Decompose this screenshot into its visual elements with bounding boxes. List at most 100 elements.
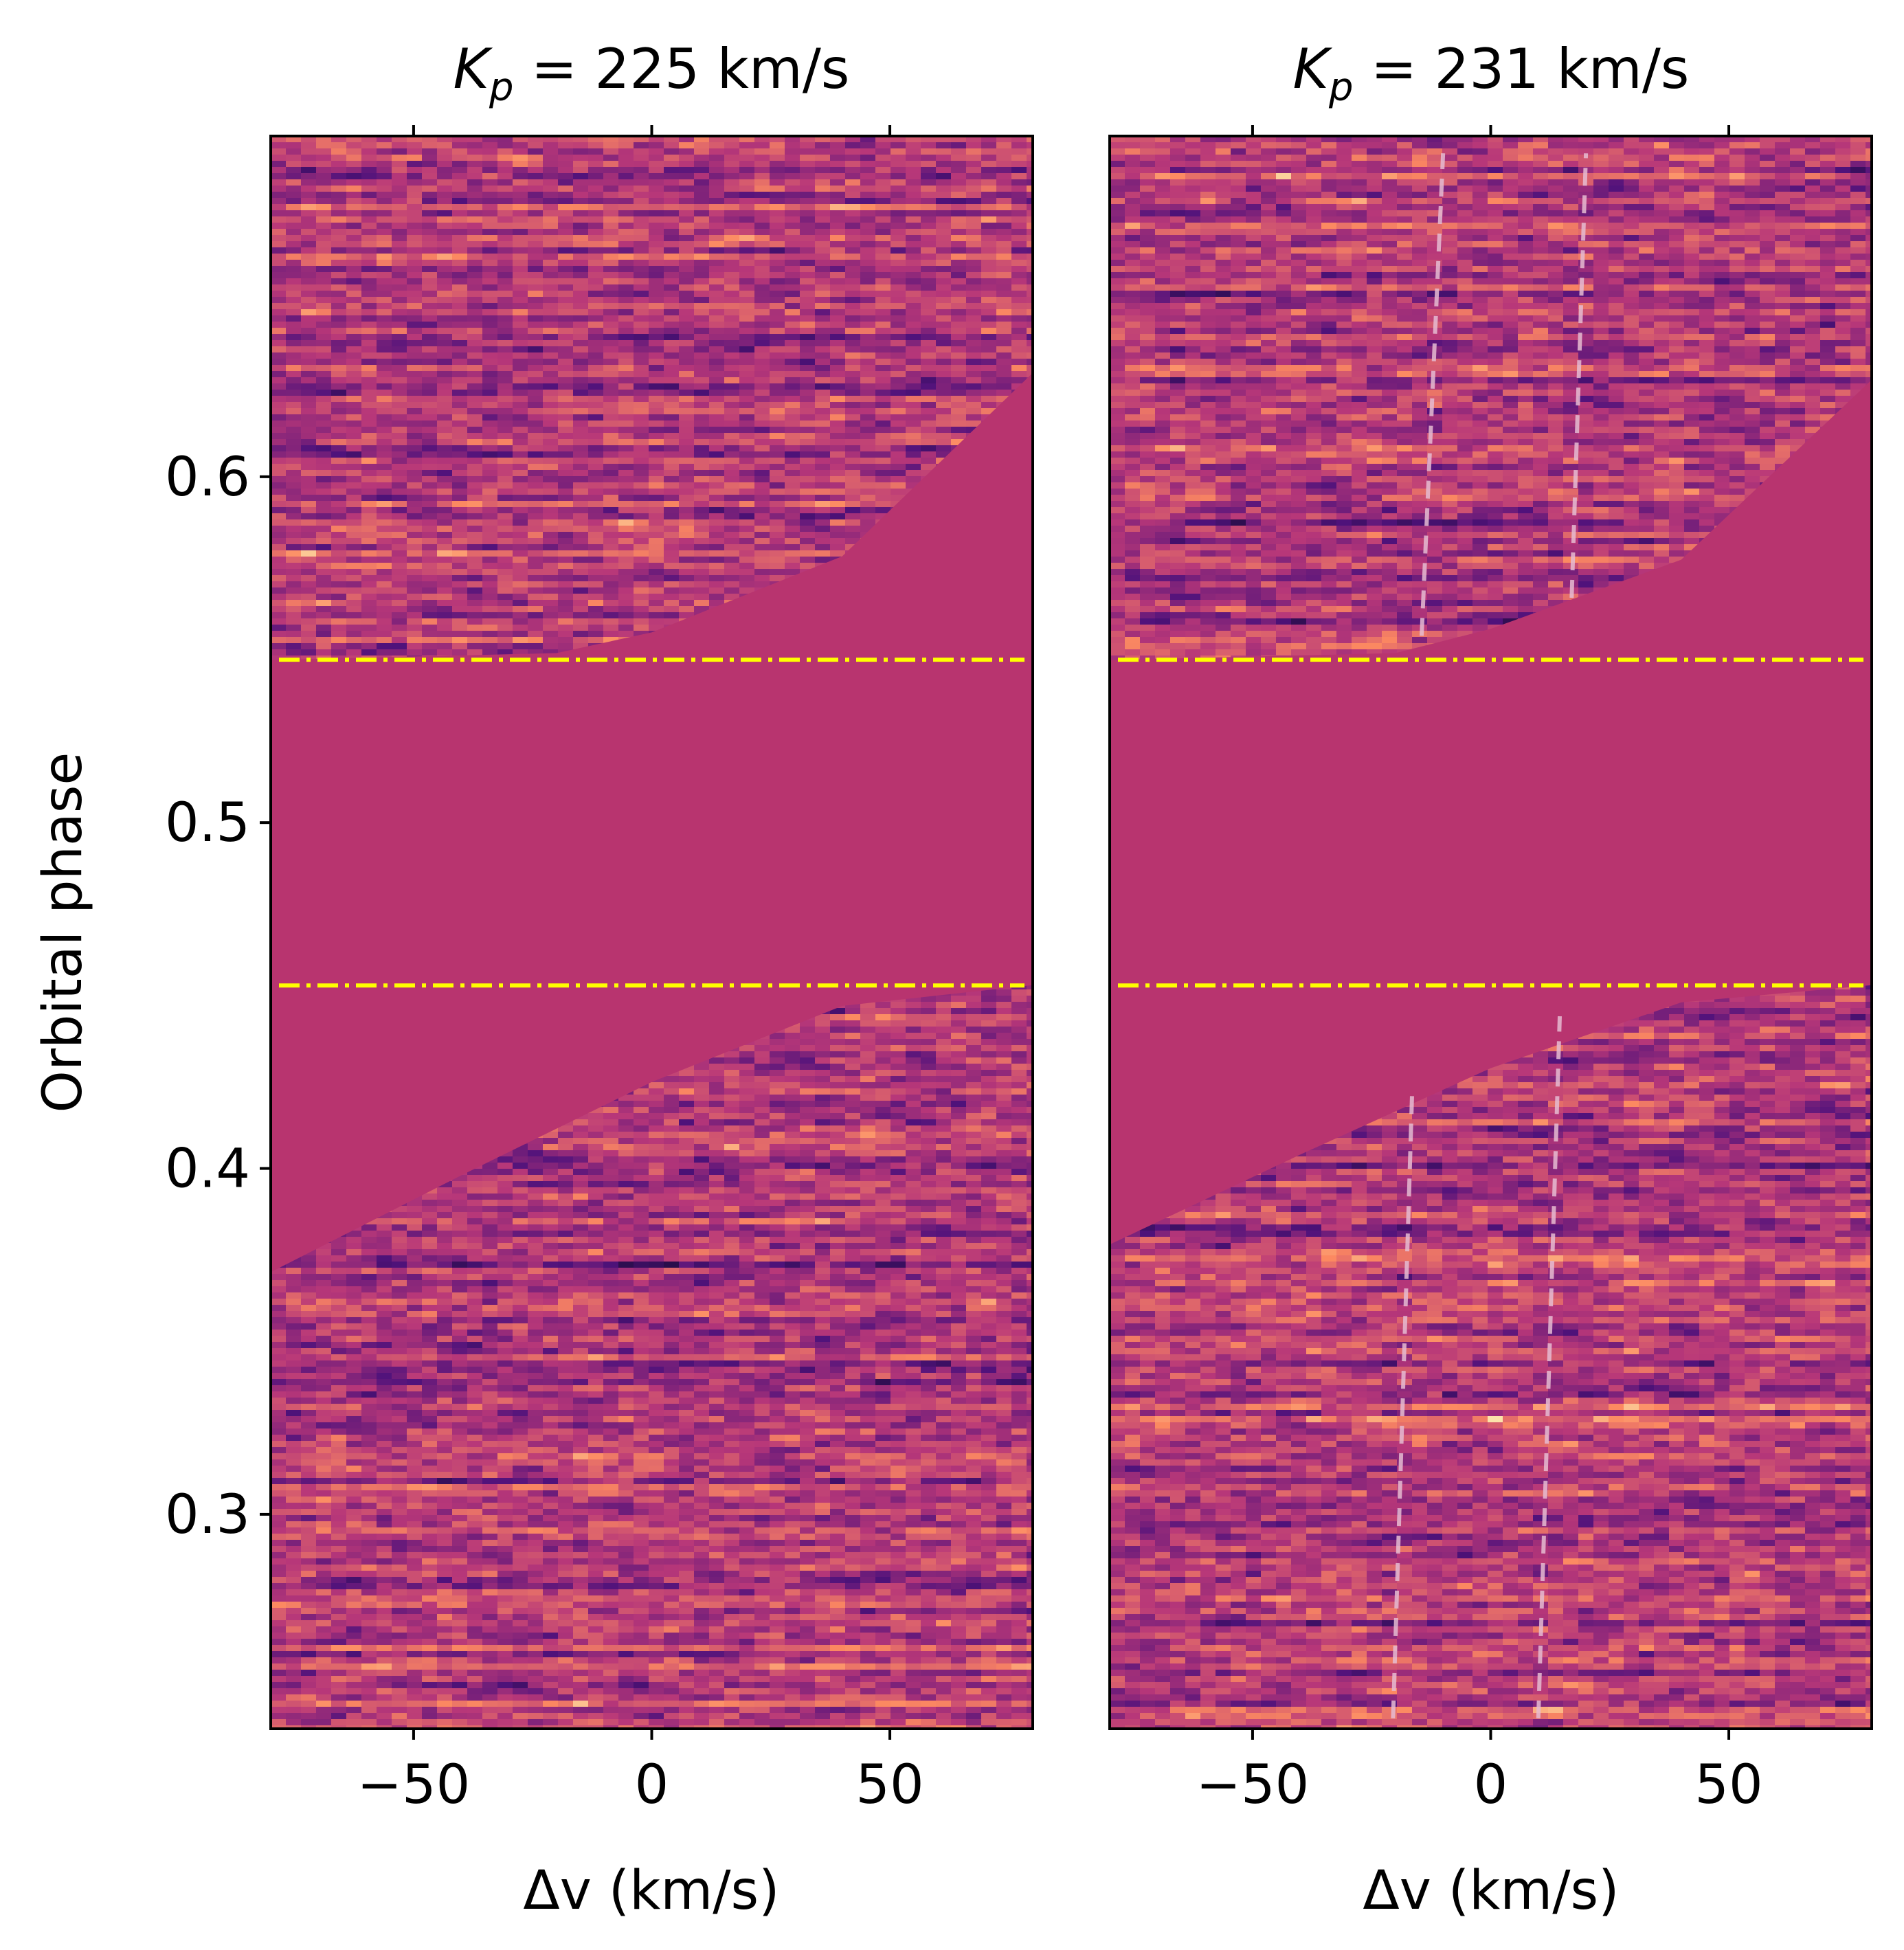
heatmap-cell <box>634 291 649 298</box>
heatmap-cell <box>482 600 498 607</box>
heatmap-cell <box>482 631 498 638</box>
heatmap-cell <box>513 346 528 353</box>
heatmap-cell <box>754 136 770 143</box>
heatmap-cell <box>649 148 664 155</box>
heatmap-cell <box>815 359 831 366</box>
heatmap-cell <box>346 451 362 458</box>
heatmap-cell <box>739 278 755 285</box>
heatmap-cell <box>467 272 483 279</box>
heatmap-cell <box>664 216 680 223</box>
heatmap-cell <box>271 346 287 353</box>
heatmap-cell <box>346 612 362 619</box>
heatmap-cell <box>951 433 967 440</box>
heatmap-cell <box>497 402 513 409</box>
heatmap-cell <box>452 433 468 440</box>
heatmap-cell <box>860 155 876 161</box>
heatmap-cell <box>331 198 347 205</box>
heatmap-cell <box>513 297 528 304</box>
heatmap-cell <box>785 223 800 229</box>
heatmap-cell <box>497 359 513 366</box>
heatmap-cell <box>618 519 634 526</box>
heatmap-cell <box>482 260 498 267</box>
heatmap-cell <box>543 402 559 409</box>
heatmap-cell <box>346 476 362 483</box>
heatmap-cell <box>407 192 423 199</box>
heatmap-cell <box>286 538 302 545</box>
heatmap-cell <box>346 322 362 328</box>
heatmap-cell <box>331 587 347 594</box>
heatmap-cell <box>875 303 891 310</box>
heatmap-cell <box>407 173 423 180</box>
heatmap-cell <box>588 433 604 440</box>
heatmap-cell <box>618 377 634 384</box>
heatmap-cell <box>603 328 619 335</box>
heatmap-cell <box>906 421 921 427</box>
heatmap-cell <box>286 309 302 316</box>
heatmap-cell <box>891 198 906 205</box>
heatmap-cell <box>966 136 982 143</box>
heatmap-cell <box>497 241 513 248</box>
heatmap-cell <box>1027 136 1033 143</box>
heatmap-cell <box>286 445 302 452</box>
heatmap-cell <box>513 402 528 409</box>
heatmap-cell <box>528 291 544 298</box>
heatmap-cell <box>800 309 816 316</box>
heatmap-cell <box>316 186 332 192</box>
heatmap-cell <box>1011 359 1027 366</box>
heatmap-cell <box>845 254 861 260</box>
heatmap-cell <box>392 606 407 613</box>
heatmap-cell <box>1027 155 1033 161</box>
heatmap-cell <box>497 649 513 656</box>
heatmap-cell <box>830 260 846 267</box>
heatmap-cell <box>588 291 604 298</box>
heatmap-cell <box>739 334 755 341</box>
heatmap-cell <box>603 235 619 242</box>
heatmap-cell <box>437 445 453 452</box>
heatmap-cell <box>346 155 362 161</box>
heatmap-cell <box>966 359 982 366</box>
heatmap-cell <box>694 421 710 427</box>
heatmap-cell <box>891 402 906 409</box>
heatmap-cell <box>770 359 785 366</box>
heatmap-cell <box>951 359 967 366</box>
heatmap-cell <box>497 278 513 285</box>
heatmap-cell <box>891 229 906 236</box>
heatmap-cell <box>316 229 332 236</box>
heatmap-cell <box>316 470 332 477</box>
heatmap-cell <box>785 297 800 304</box>
heatmap-cell <box>558 359 574 366</box>
heatmap-cell <box>316 489 332 495</box>
heatmap-cell <box>437 649 453 656</box>
heatmap-cell <box>936 439 952 446</box>
heatmap-cell <box>301 600 317 607</box>
heatmap-cell <box>921 284 937 291</box>
heatmap-cell <box>286 557 302 563</box>
heatmap-cell <box>271 155 287 161</box>
heatmap-cell <box>724 507 740 514</box>
heatmap-cell <box>785 186 800 192</box>
heatmap-cell <box>634 402 649 409</box>
heatmap-cell <box>573 309 589 316</box>
heatmap-cell <box>981 235 997 242</box>
heatmap-cell <box>936 179 952 186</box>
heatmap-cell <box>271 649 287 656</box>
heatmap-cell <box>845 167 861 174</box>
heatmap-cell <box>906 229 921 236</box>
heatmap-cell <box>921 186 937 192</box>
heatmap-cell <box>754 266 770 273</box>
heatmap-cell <box>407 210 423 217</box>
heatmap-cell <box>467 328 483 335</box>
heatmap-cell <box>452 482 468 489</box>
heatmap-cell <box>649 315 664 322</box>
heatmap-cell <box>528 625 544 631</box>
heatmap-cell <box>513 625 528 631</box>
heatmap-cell <box>286 544 302 551</box>
heatmap-cell <box>981 408 997 415</box>
heatmap-cell <box>392 421 407 427</box>
heatmap-cell <box>936 148 952 155</box>
heatmap-cell <box>981 383 997 390</box>
heatmap-cell <box>543 612 559 619</box>
heatmap-cell <box>422 359 438 366</box>
heatmap-cell <box>694 557 710 563</box>
heatmap-cell <box>346 501 362 508</box>
